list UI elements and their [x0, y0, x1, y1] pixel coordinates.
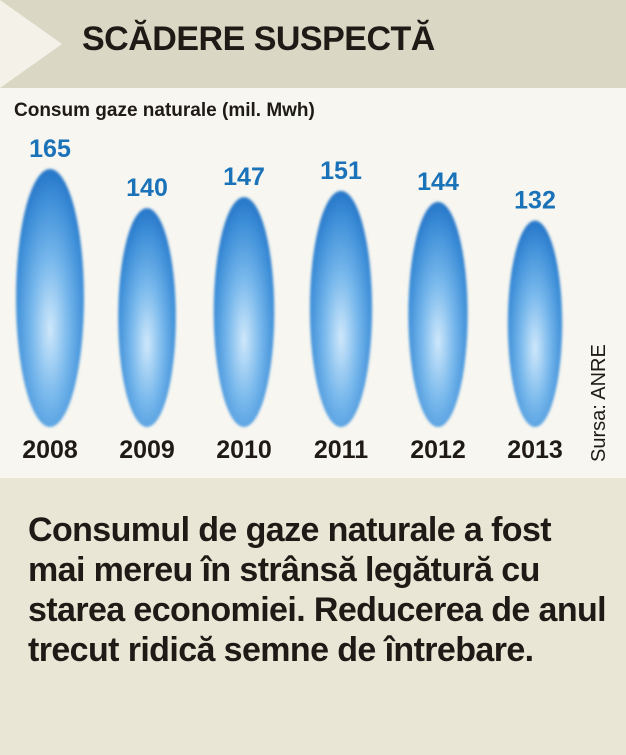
bar-2008 [16, 169, 84, 427]
value-label-2010: 147 [223, 163, 265, 191]
value-label-2008: 165 [29, 135, 71, 163]
x-tick-label-2011: 2011 [314, 436, 368, 464]
x-tick-label-2010: 2010 [216, 436, 272, 464]
caption-text: Consumul de gaze naturale a fost mai mer… [28, 511, 607, 669]
x-tick-label-2009: 2009 [119, 436, 175, 464]
bar-2011 [309, 190, 373, 427]
y-axis-label: Consum gaze naturale (mil. Mwh) [14, 100, 315, 121]
source-label: Sursa: ANRE [588, 344, 610, 462]
value-label-2013: 132 [514, 187, 556, 215]
x-tick-label-2012: 2012 [410, 436, 466, 464]
chart-title: SCĂDERE SUSPECTĂ [82, 20, 435, 58]
x-tick-label-2008: 2008 [22, 436, 78, 464]
bar-2009 [118, 208, 176, 427]
value-label-2011: 151 [320, 157, 362, 185]
value-label-2009: 140 [126, 174, 168, 202]
chart-svg: 165 2008 140 2009 147 2010 151 2011 144 2012 132 20… [16, 135, 563, 464]
bar-2013 [507, 220, 563, 427]
bar-2010 [213, 197, 275, 427]
value-label-2012: 144 [417, 168, 459, 196]
header-arrow-decoration [0, 0, 62, 88]
x-tick-label-2013: 2013 [507, 436, 563, 464]
bar-2012 [408, 201, 468, 427]
header-band: SCĂDERE SUSPECTĂ [0, 0, 626, 88]
